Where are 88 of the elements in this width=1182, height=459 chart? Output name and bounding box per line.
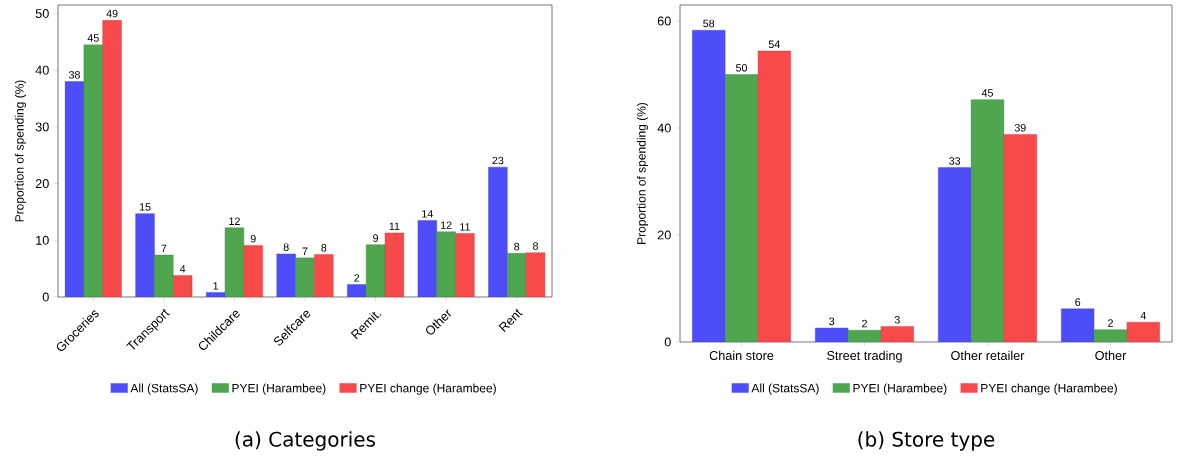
data-label: 2 <box>1108 319 1113 327</box>
data-label: 38 <box>68 71 80 79</box>
data-label: 1 <box>213 282 219 290</box>
bar <box>507 253 527 297</box>
x-tick-label: Other retailer <box>951 350 1025 360</box>
data-label: 33 <box>949 157 961 165</box>
bar <box>970 99 1005 342</box>
bar <box>757 50 791 342</box>
bar <box>1093 329 1128 342</box>
y-tick-label: 0 <box>664 337 671 347</box>
y-tick-label: 60 <box>657 16 671 26</box>
bar <box>224 227 245 297</box>
bar <box>436 231 456 297</box>
y-tick-label: 20 <box>657 230 671 240</box>
bar <box>938 167 972 342</box>
bar <box>154 254 174 297</box>
bar <box>173 275 193 297</box>
data-label: 3 <box>894 315 900 324</box>
data-label: 12 <box>441 221 452 229</box>
data-label: 2 <box>354 274 360 282</box>
bar <box>83 44 103 297</box>
bar <box>525 252 546 297</box>
bar <box>206 292 226 297</box>
text: (a) Categories <box>235 431 376 451</box>
bar <box>295 257 315 297</box>
legend-label: PYEI (Harambee) <box>853 383 947 395</box>
data-label: 45 <box>87 34 99 42</box>
y-axis-title: Proportion of spending (%) <box>636 102 649 244</box>
legend-label: PYEI change (Harambee) <box>360 383 496 395</box>
y-tick-label: 40 <box>657 123 671 133</box>
bar <box>847 330 882 342</box>
data-label: 8 <box>321 243 327 252</box>
text: (b) Store type <box>858 431 995 451</box>
data-label: 4 <box>1140 311 1146 320</box>
legend-label: PYEI change (Harambee) <box>981 383 1117 395</box>
bar <box>102 20 122 297</box>
data-label: 45 <box>981 89 993 97</box>
bar <box>243 245 263 297</box>
bar <box>692 29 726 342</box>
data-label: 39 <box>1014 123 1026 132</box>
bar <box>455 233 475 297</box>
data-label: 11 <box>460 223 470 231</box>
data-label: 54 <box>768 40 780 49</box>
data-label: 4 <box>179 265 186 273</box>
bar <box>488 166 508 297</box>
bar <box>724 74 759 342</box>
y-tick-label: 0 <box>42 292 49 302</box>
data-label: 14 <box>422 210 433 218</box>
legend-label: PYEI (Harambee) <box>232 383 326 395</box>
legend-label: All (StatsSA) <box>751 383 819 395</box>
bar <box>64 81 85 297</box>
data-label: 8 <box>283 243 289 251</box>
y-tick-label: 20 <box>35 179 49 189</box>
bar <box>1003 134 1037 342</box>
data-label: 9 <box>250 234 256 243</box>
bar <box>276 253 296 297</box>
bar <box>815 327 849 342</box>
data-label: 3 <box>829 317 835 326</box>
data-label: 49 <box>106 9 118 18</box>
bar <box>417 220 437 297</box>
bar <box>365 244 386 297</box>
data-label: 9 <box>373 234 379 242</box>
bar <box>384 232 404 297</box>
data-label: 58 <box>703 19 715 28</box>
data-label: 12 <box>229 217 240 225</box>
x-tick-label: Chain store <box>709 350 774 360</box>
data-label: 11 <box>389 222 400 230</box>
data-label: 2 <box>862 319 867 328</box>
legend-label: All (StatsSA) <box>130 383 198 395</box>
data-label: 8 <box>533 242 539 250</box>
data-label: 50 <box>735 64 748 72</box>
bar <box>347 284 367 297</box>
y-axis-title: Proportion of spending (%) <box>14 80 27 222</box>
bar <box>1061 308 1095 342</box>
bar <box>314 254 334 297</box>
data-label: 7 <box>161 244 167 253</box>
data-label: 7 <box>302 247 308 255</box>
data-label: 23 <box>492 156 504 165</box>
data-label: 6 <box>1075 298 1081 306</box>
data-label: 8 <box>514 242 520 251</box>
y-tick-label: 40 <box>35 65 49 75</box>
data-label: 15 <box>139 203 151 211</box>
x-tick-label: Other <box>1095 350 1127 360</box>
x-tick-label: Street trading <box>827 350 902 363</box>
y-tick-label: 50 <box>35 9 49 18</box>
y-tick-label: 30 <box>35 122 49 132</box>
y-tick-label: 10 <box>36 235 49 245</box>
bar <box>135 213 155 297</box>
